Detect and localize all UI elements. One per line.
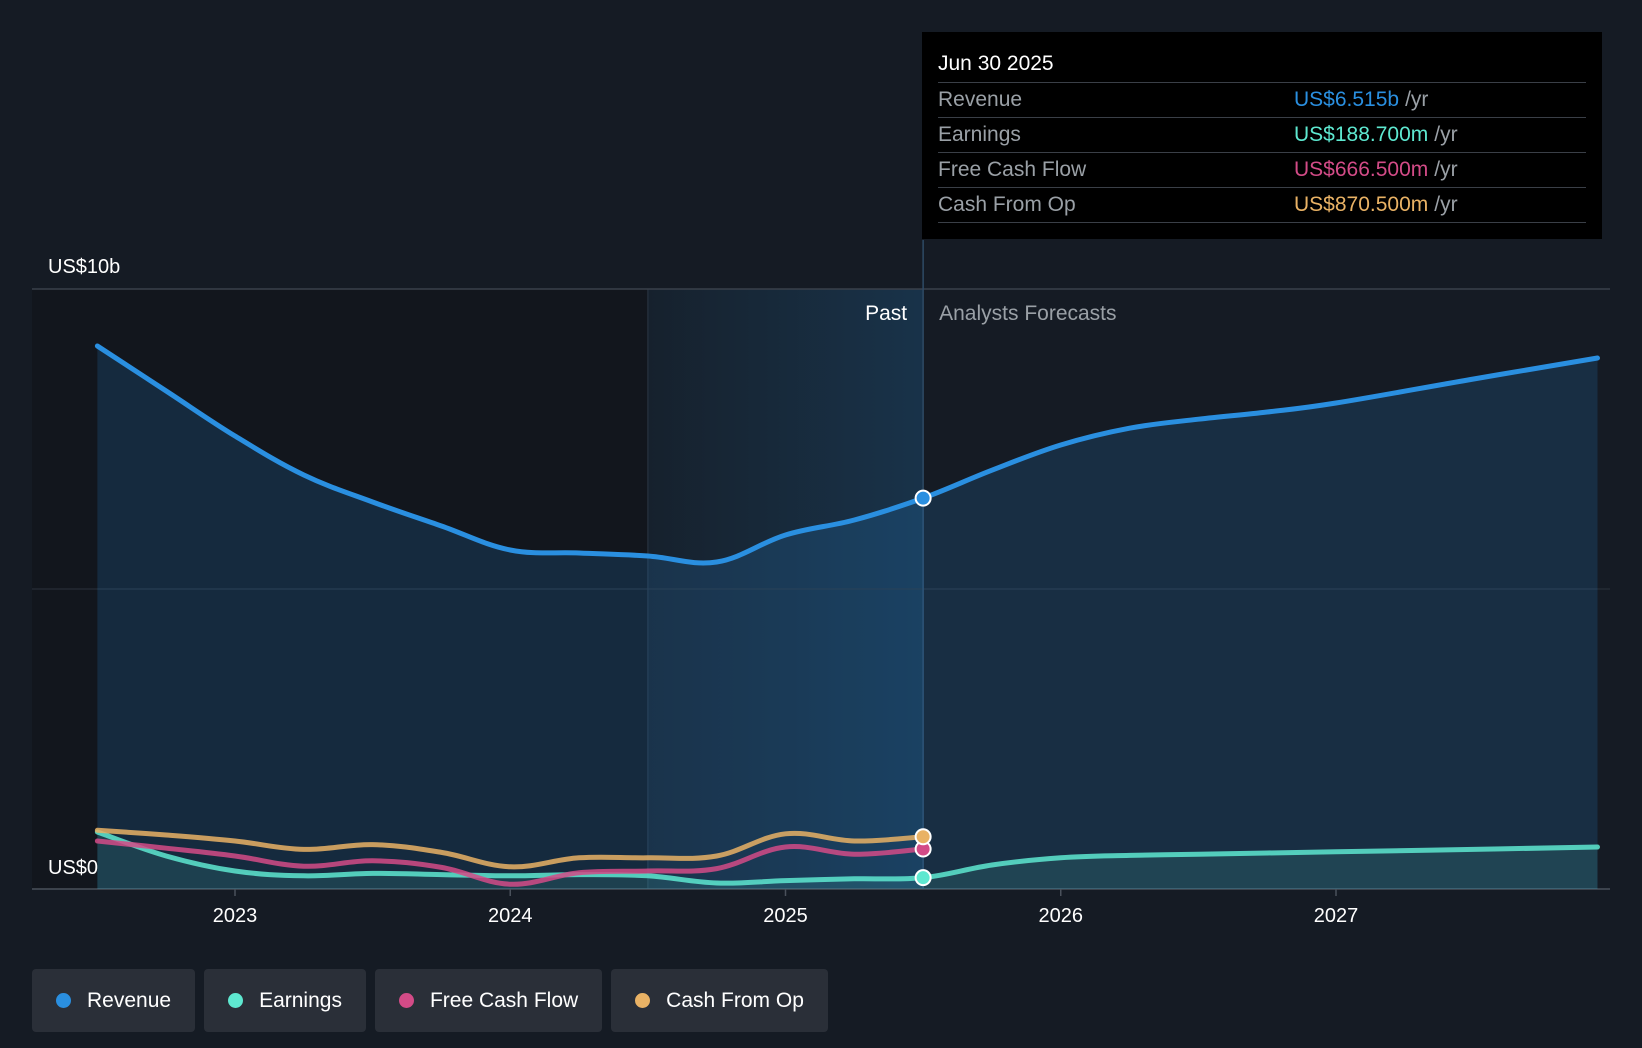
legend-item-free-cash-flow[interactable]: Free Cash Flow <box>374 969 603 1032</box>
x-tick-label: 2026 <box>1039 905 1084 927</box>
x-tick-label: 2025 <box>763 905 808 927</box>
series-marker-cash-from-op <box>914 828 932 846</box>
tooltip-date: Jun 30 2025 <box>938 46 1586 83</box>
series-line-earnings <box>94 829 1600 886</box>
legend-label: Free Cash Flow <box>429 988 579 1012</box>
tooltip-unit: /yr <box>1434 123 1458 146</box>
series-marker-revenue <box>914 489 932 507</box>
legend-dot-icon <box>398 993 414 1008</box>
tooltip-value: US$666.500m <box>1294 158 1429 181</box>
tooltip-label: Cash From Op <box>938 193 1076 216</box>
series-area-revenue <box>97 346 1598 889</box>
series-marker-earnings <box>914 869 932 887</box>
legend-label: Earnings <box>259 988 342 1012</box>
x-tick-label: 2027 <box>1314 905 1359 927</box>
legend-label: Cash From Op <box>666 988 804 1012</box>
x-tick-label: 2023 <box>213 905 258 927</box>
tooltip-label: Revenue <box>938 88 1023 111</box>
legend-dot-icon <box>228 993 244 1008</box>
y-axis-label: US$10b <box>48 256 120 278</box>
chart-tooltip: Jun 30 2025 Revenue US$6.515b /yr Earnin… <box>922 32 1602 239</box>
series-line-cash-from-op <box>94 827 926 870</box>
tooltip-value: US$870.500m <box>1294 193 1429 216</box>
tooltip-row-earnings: Earnings US$188.700m /yr <box>938 118 1586 153</box>
legend-label: Revenue <box>87 988 172 1012</box>
legend-item-cash-from-op[interactable]: Cash From Op <box>611 969 828 1032</box>
tooltip-value: US$188.700m <box>1294 123 1429 146</box>
legend-dot-icon <box>56 993 71 1008</box>
x-tick-label: 2024 <box>488 905 533 927</box>
series-area-earnings <box>97 832 1598 889</box>
series-line-revenue <box>94 343 1600 566</box>
tooltip-row-free-cash-flow: Free Cash Flow US$666.500m /yr <box>938 153 1586 188</box>
series-line-free-cash-flow <box>94 838 926 887</box>
legend-item-revenue[interactable]: Revenue <box>32 969 196 1032</box>
tooltip-value: US$6.515b <box>1294 88 1400 111</box>
legend-dot-icon <box>635 993 651 1008</box>
tooltip-unit: /yr <box>1405 88 1429 111</box>
tooltip-label: Free Cash Flow <box>938 158 1087 181</box>
past-label: Past <box>865 302 907 325</box>
chart-legend: Revenue Earnings Free Cash Flow Cash Fro… <box>32 969 828 1032</box>
tooltip-label: Earnings <box>938 123 1021 146</box>
y-axis-label: US$0 <box>48 857 98 879</box>
tooltip-row-revenue: Revenue US$6.515b /yr <box>938 83 1586 118</box>
tooltip-row-cash-from-op: Cash From Op US$870.500m /yr <box>938 188 1586 223</box>
tooltip-unit: /yr <box>1434 158 1458 181</box>
legend-item-earnings[interactable]: Earnings <box>204 969 366 1032</box>
tooltip-unit: /yr <box>1434 193 1458 216</box>
forecast-label: Analysts Forecasts <box>939 302 1116 325</box>
